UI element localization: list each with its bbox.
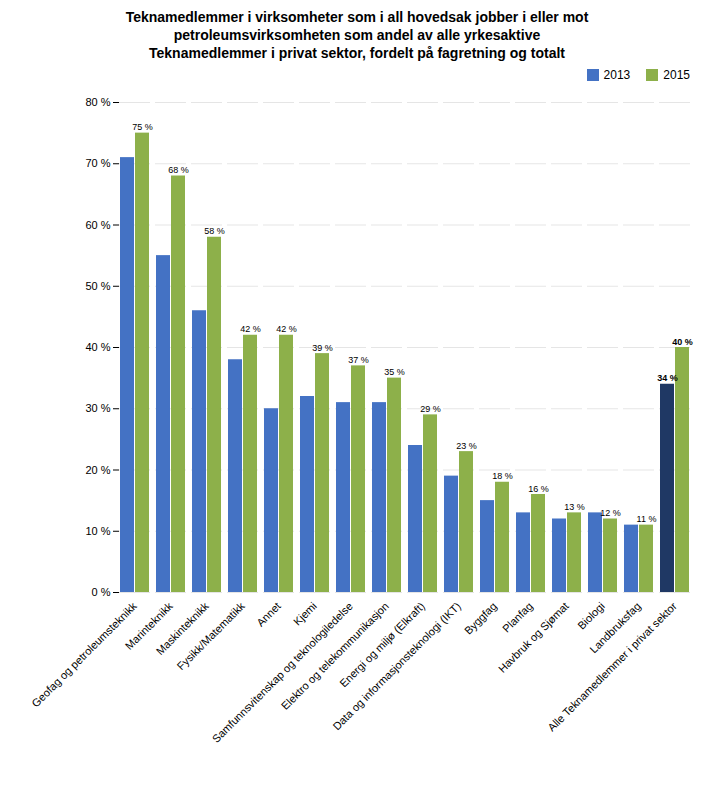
svg-text:40 %: 40 %	[672, 337, 693, 347]
svg-text:42 %: 42 %	[240, 324, 261, 334]
html-text:Teknamedlemmer i privat sektor: Teknamedlemmer i privat sektor, fordelt …	[149, 45, 565, 61]
svg-text:30 %: 30 %	[85, 402, 110, 414]
svg-text:Alle Teknamedlemmer i privat s: Alle Teknamedlemmer i privat sektor	[545, 600, 679, 734]
svg-text:37 %: 37 %	[348, 355, 369, 365]
svg-text:Energi og miljø (Elkraft): Energi og miljø (Elkraft)	[337, 599, 427, 690]
svg-text:60 %: 60 %	[85, 219, 110, 231]
svg-text:Landbruksfag: Landbruksfag	[587, 599, 643, 656]
svg-text:42 %: 42 %	[276, 324, 297, 334]
svg-text:Maskinteknikk: Maskinteknikk	[153, 599, 211, 658]
svg-text:16 %: 16 %	[528, 484, 549, 494]
svg-text:75 %: 75 %	[132, 122, 153, 132]
svg-text:Annet: Annet	[254, 600, 283, 629]
html-text:2013: 2013	[603, 68, 631, 82]
svg-text:34 %: 34 %	[657, 373, 678, 383]
svg-text:0 %: 0 %	[92, 586, 111, 598]
svg-text:10 %: 10 %	[85, 525, 110, 537]
svg-text:29 %: 29 %	[420, 404, 441, 414]
svg-text:68 %: 68 %	[168, 165, 189, 175]
svg-text:50 %: 50 %	[85, 280, 110, 292]
svg-text:35 %: 35 %	[384, 367, 405, 377]
svg-text:Planfag: Planfag	[500, 600, 535, 635]
svg-text:Biologi: Biologi	[575, 600, 607, 632]
html-text:Teknamedlemmer i virksomheter: Teknamedlemmer i virksomheter som i all …	[125, 9, 589, 25]
svg-text:13 %: 13 %	[564, 502, 585, 512]
svg-text:Fysikk/Matematikk: Fysikk/Matematikk	[174, 599, 247, 672]
svg-text:58 %: 58 %	[204, 226, 225, 236]
svg-text:20 %: 20 %	[85, 464, 110, 476]
svg-text:Data og informasjonsteknologi: Data og informasjonsteknologi (IKT)	[330, 600, 463, 733]
html-text:petroleumsvirksomheten som and: petroleumsvirksomheten som andel av alle…	[173, 27, 541, 43]
svg-text:Kjemi: Kjemi	[291, 600, 319, 628]
svg-text:18 %: 18 %	[492, 471, 513, 481]
svg-text:23 %: 23 %	[456, 441, 477, 451]
html-text:2015: 2015	[663, 68, 690, 82]
svg-text:Havbruk og Sjømat: Havbruk og Sjømat	[496, 600, 571, 675]
svg-text:70 %: 70 %	[85, 157, 110, 169]
svg-text:39 %: 39 %	[312, 343, 333, 353]
svg-text:Byggfag: Byggfag	[462, 600, 499, 637]
svg-text:11 %: 11 %	[637, 514, 657, 524]
svg-text:Samfunnsvitenskap og teknologi: Samfunnsvitenskap og teknologiledelse	[209, 599, 355, 745]
svg-text:12 %: 12 %	[600, 508, 621, 518]
svg-text:40 %: 40 %	[85, 341, 110, 353]
svg-text:Elektro og telekommunikasjon: Elektro og telekommunikasjon	[278, 599, 391, 712]
svg-text:80 %: 80 %	[85, 96, 110, 108]
svg-text:Marinteknikk: Marinteknikk	[122, 599, 175, 652]
svg-text:Geofag og petroleumsteknikk: Geofag og petroleumsteknikk	[29, 599, 139, 709]
